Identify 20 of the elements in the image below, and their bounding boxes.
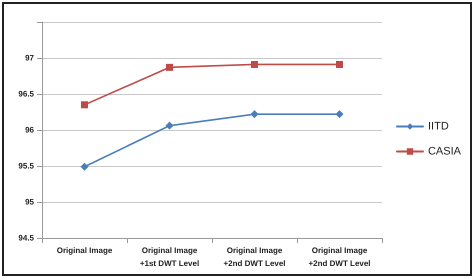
legend-label: IITD [428,120,449,132]
x-tick-label: Original Image [56,246,113,255]
x-tick-label: Original Image +2nd DWT Level [308,246,371,268]
x-tick-label: Original Image +2nd DWT Level [223,246,286,268]
point [336,110,344,118]
y-tick-label: 96 [25,126,35,134]
y-tick-label: 97 [25,54,35,62]
point [251,60,258,68]
y-tick-label: 96.5 [18,90,35,98]
y-tick-label: 94.5 [18,234,35,242]
y-tick-label: 95.5 [18,162,35,170]
point [80,162,88,171]
point [81,101,88,108]
point [336,60,343,68]
point [250,110,258,118]
point [166,122,174,130]
legend-label: CASIA [428,146,462,158]
x-tick-label: Original Image +1st DWT Level [140,246,200,268]
y-tick-label: 95 [25,198,35,206]
point [166,64,173,71]
